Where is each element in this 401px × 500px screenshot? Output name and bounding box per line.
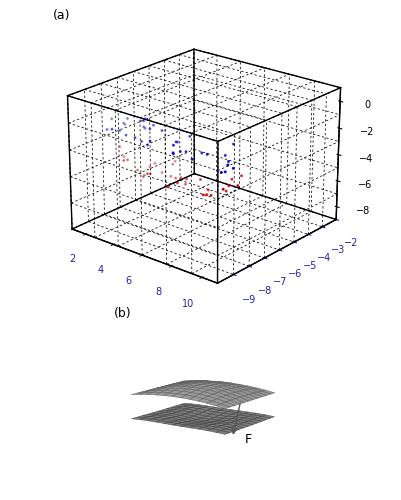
Text: (b): (b): [113, 307, 131, 320]
Text: F: F: [244, 433, 251, 446]
Text: (a): (a): [53, 9, 70, 22]
